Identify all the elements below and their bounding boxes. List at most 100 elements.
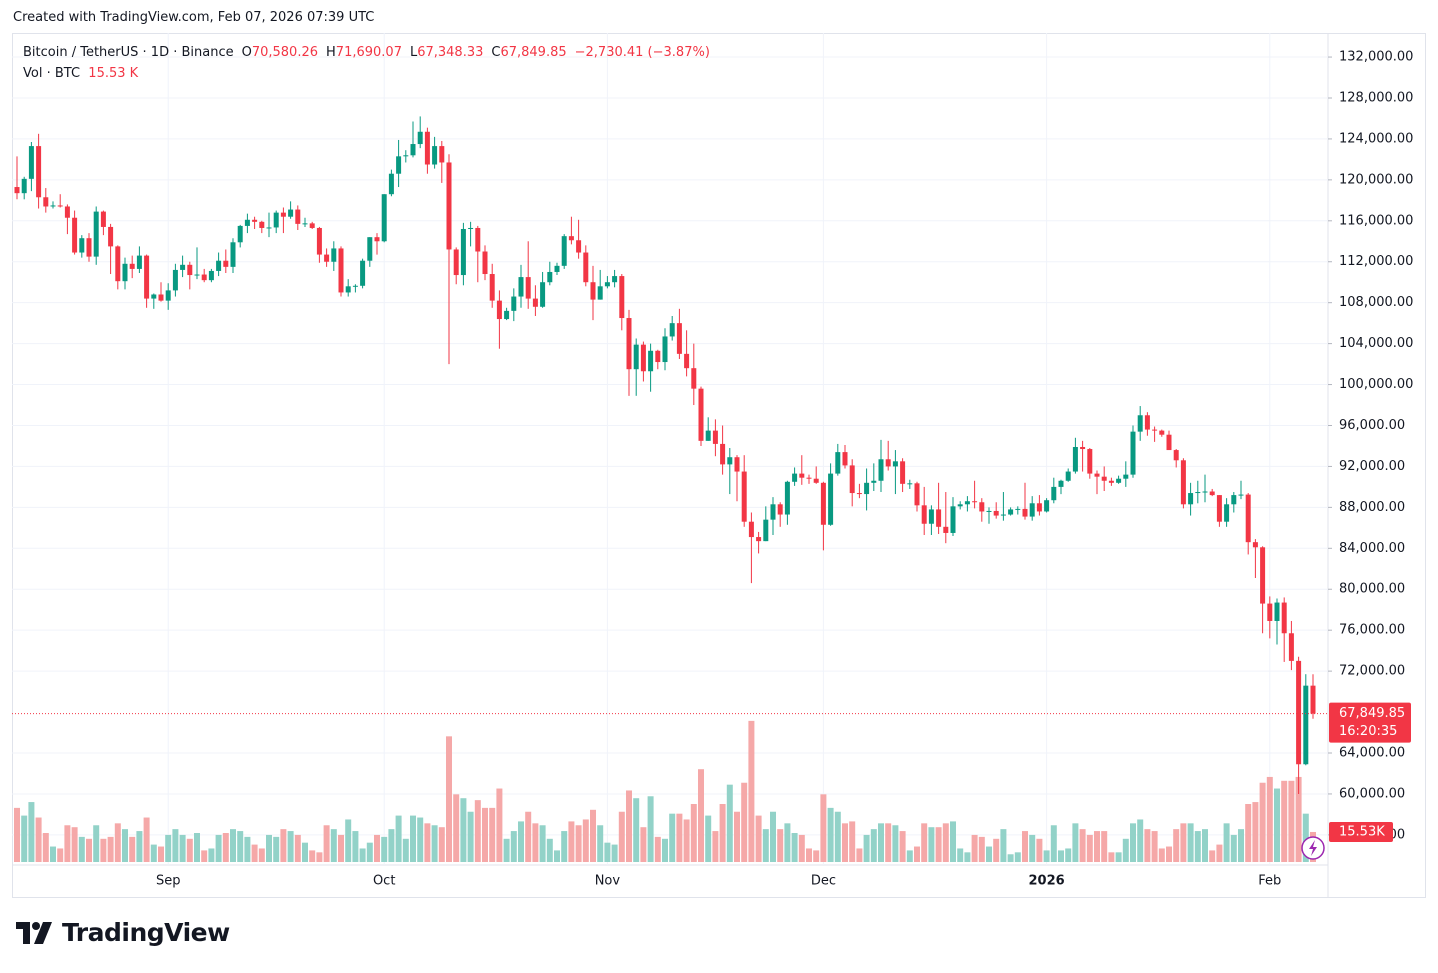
candle-body <box>252 219 258 222</box>
candle-body <box>367 237 373 261</box>
candle-body <box>619 276 625 319</box>
candle-body <box>259 221 265 228</box>
volume-bar <box>1022 831 1028 862</box>
alert-bolt <box>1309 840 1317 856</box>
candle-body <box>1224 504 1230 522</box>
volume-bar <box>633 798 640 862</box>
candle-body <box>172 269 178 291</box>
volume-bar <box>302 842 308 862</box>
volume-bar <box>892 825 899 862</box>
candle-body <box>676 323 682 354</box>
volume-bar <box>1079 829 1086 862</box>
volume-bar <box>618 811 625 862</box>
volume-bar <box>626 790 632 862</box>
candle-body <box>1209 491 1215 496</box>
candle-body <box>331 248 337 262</box>
candle-body <box>705 430 711 441</box>
candle-body <box>1238 494 1244 496</box>
x-tick-label: 2026 <box>1029 874 1065 889</box>
volume-bar <box>1094 831 1100 862</box>
volume-bar <box>323 825 330 862</box>
candle-body <box>871 480 877 483</box>
candle-body <box>532 298 538 307</box>
volume-bar <box>510 831 517 862</box>
volume-bar <box>590 809 596 862</box>
candle-body <box>1173 450 1179 461</box>
volume-bar <box>719 804 726 862</box>
candle-body <box>568 236 574 241</box>
volume-bar <box>107 836 114 862</box>
volume-bar <box>381 836 388 862</box>
candle-body <box>1202 491 1208 493</box>
volume-bar <box>662 838 668 862</box>
volume-bar <box>388 829 395 862</box>
volume-bar <box>1029 834 1036 862</box>
candle-body <box>158 294 164 301</box>
plot <box>12 33 1328 865</box>
volume-bar <box>460 798 467 862</box>
x-tick-label: Sep <box>156 874 181 889</box>
candle-body <box>374 237 380 242</box>
y-tick-label: 80,000.00 <box>1339 582 1405 597</box>
volume-bar <box>849 821 856 862</box>
ohlc-key: L <box>409 45 418 60</box>
volume-bar <box>194 833 200 862</box>
volume-bar <box>748 720 755 862</box>
candle-body <box>453 249 459 276</box>
candle-body <box>684 353 690 369</box>
volume-bar <box>251 844 258 862</box>
volume-bar <box>906 850 913 862</box>
volume-bar <box>770 811 776 862</box>
volume-bar <box>791 833 798 862</box>
candle-body <box>979 502 985 512</box>
volume-bar <box>942 823 949 862</box>
volume-bar <box>1000 829 1007 862</box>
y-tick-label: 88,000.00 <box>1339 500 1405 515</box>
candle-body <box>1029 503 1035 517</box>
volume-bar <box>1302 813 1309 862</box>
volume-bar <box>330 829 337 862</box>
candle-body <box>1087 449 1093 474</box>
volume-bar <box>266 834 272 862</box>
candle-body <box>295 209 301 224</box>
volume-bar <box>366 842 373 862</box>
volume-bar <box>1281 780 1288 862</box>
volume-bar <box>273 836 280 862</box>
candle-body <box>612 276 618 283</box>
candle-body <box>64 206 70 218</box>
volume-bar <box>741 782 748 862</box>
candle-body <box>1274 602 1280 621</box>
candle-body <box>302 223 308 225</box>
candle-body <box>770 504 776 520</box>
candle-body <box>561 236 567 266</box>
candle-body <box>914 483 920 506</box>
candle-body <box>230 242 236 267</box>
volume-bar <box>1173 829 1180 862</box>
candle-body <box>1094 473 1100 477</box>
volume-bar <box>885 823 892 862</box>
volume-bar <box>1194 831 1201 862</box>
candle-body <box>576 240 582 253</box>
candle-body <box>1015 508 1021 510</box>
created-note: Created with TradingView.com, Feb 07, 20… <box>13 10 375 25</box>
volume-bar <box>345 819 352 862</box>
candle-body <box>547 271 553 283</box>
volume-bar <box>136 831 143 862</box>
candle-body <box>57 205 63 207</box>
candle-body <box>763 519 769 542</box>
volume-bar <box>676 813 683 862</box>
candle-body <box>21 178 27 194</box>
volume-bar <box>352 831 359 862</box>
volume-bar <box>971 834 978 862</box>
candle-body <box>1216 495 1222 522</box>
candle-body <box>28 146 34 179</box>
candle-body <box>777 504 783 515</box>
volume-bar <box>179 834 186 862</box>
legend-row: Bitcoin / TetherUS · 1D · Binance O70,580… <box>23 45 710 66</box>
volume-bar <box>568 821 575 862</box>
candle-body <box>1260 547 1266 604</box>
volume-bar <box>1202 829 1208 862</box>
candle-body <box>237 225 243 243</box>
candle-body <box>748 521 754 538</box>
volume-bar <box>1122 838 1129 862</box>
